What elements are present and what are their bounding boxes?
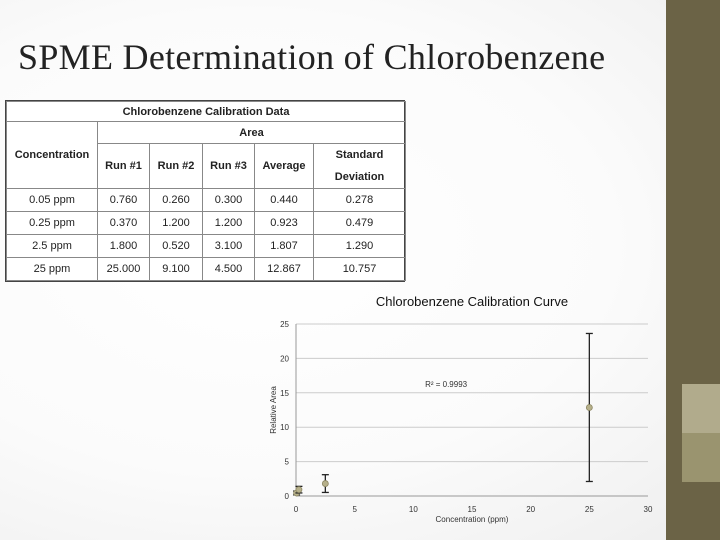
cell-run3: 0.300 [202,188,255,212]
header-area: Area [96,121,407,144]
cell-run3: 4.500 [202,257,255,281]
cell-run2: 0.520 [149,234,203,258]
cell-run1: 0.370 [97,211,150,235]
cell-run1: 1.800 [97,234,150,258]
header-sd-line2: Deviation [334,171,385,183]
cell-concentration: 25 ppm [6,257,98,281]
cell-run1: 0.760 [97,188,150,212]
cell-run2: 9.100 [149,257,203,281]
data-point [295,486,303,494]
r-squared-annotation: R² = 0.9993 [425,380,468,389]
y-tick-label: 5 [285,458,290,467]
cell-run1: 25.000 [97,257,150,281]
x-tick-label: 30 [644,505,653,514]
table-caption: Chlorobenzene Calibration Data [5,101,407,122]
cell-average: 0.440 [254,188,314,212]
header-average: Average [254,143,314,189]
table-row: 0.05 ppm 0.760 0.260 0.300 0.440 0.278 [6,188,407,212]
y-tick-label: 10 [280,423,289,432]
cell-run2: 0.260 [149,188,203,212]
cell-run3: 1.200 [202,211,255,235]
cell-concentration: 2.5 ppm [6,234,98,258]
cell-concentration: 0.25 ppm [6,211,98,235]
table-row: 0.25 ppm 0.370 1.200 1.200 0.923 0.479 [6,211,407,235]
header-run2: Run #2 [149,143,203,189]
cell-sd: 0.479 [312,211,407,235]
slide-title: SPME Determination of Chlorobenzene [18,37,606,77]
y-tick-label: 25 [280,320,289,329]
x-tick-label: 0 [294,505,299,514]
cell-concentration: 0.05 ppm [6,188,98,212]
cell-sd: 0.278 [312,188,407,212]
cell-average: 1.807 [254,234,314,258]
y-tick-label: 20 [280,354,289,363]
y-axis-label: Relative Area [269,386,278,434]
x-tick-label: 20 [526,505,535,514]
cell-sd: 10.757 [312,257,407,281]
header-run1: Run #1 [97,143,150,189]
table-row: 25 ppm 25.000 9.100 4.500 12.867 10.757 [6,257,407,281]
calibration-curve-chart: Chlorobenzene Calibration Curve 0 5 10 15 20 2… [269,294,653,524]
data-point [321,480,329,487]
cell-average: 0.923 [254,211,314,235]
x-tick-label: 25 [585,505,594,514]
table-row: 2.5 ppm 1.800 0.520 3.100 1.807 1.290 [6,234,407,258]
x-tick-label: 10 [409,505,418,514]
y-tick-label: 15 [280,389,289,398]
decorative-square [682,384,720,433]
calibration-table: Chlorobenzene Calibration Data Concentra… [5,100,407,282]
header-concentration: Concentration [6,121,98,189]
header-sd-line1: Standard [335,149,384,161]
cell-sd: 1.290 [312,234,407,258]
data-point [585,404,593,411]
cell-run2: 1.200 [149,211,203,235]
x-tick-label: 5 [352,505,357,514]
x-tick-label: 15 [468,505,477,514]
header-standard-deviation: Standard Deviation [312,143,407,189]
decorative-square [682,485,720,540]
cell-average: 12.867 [254,257,314,281]
x-axis-label: Concentration (ppm) [436,515,509,524]
header-run3: Run #3 [202,143,255,189]
chart-title: Chlorobenzene Calibration Curve [376,294,568,309]
y-tick-label: 0 [285,492,290,501]
decorative-square [682,433,720,482]
cell-run3: 3.100 [202,234,255,258]
